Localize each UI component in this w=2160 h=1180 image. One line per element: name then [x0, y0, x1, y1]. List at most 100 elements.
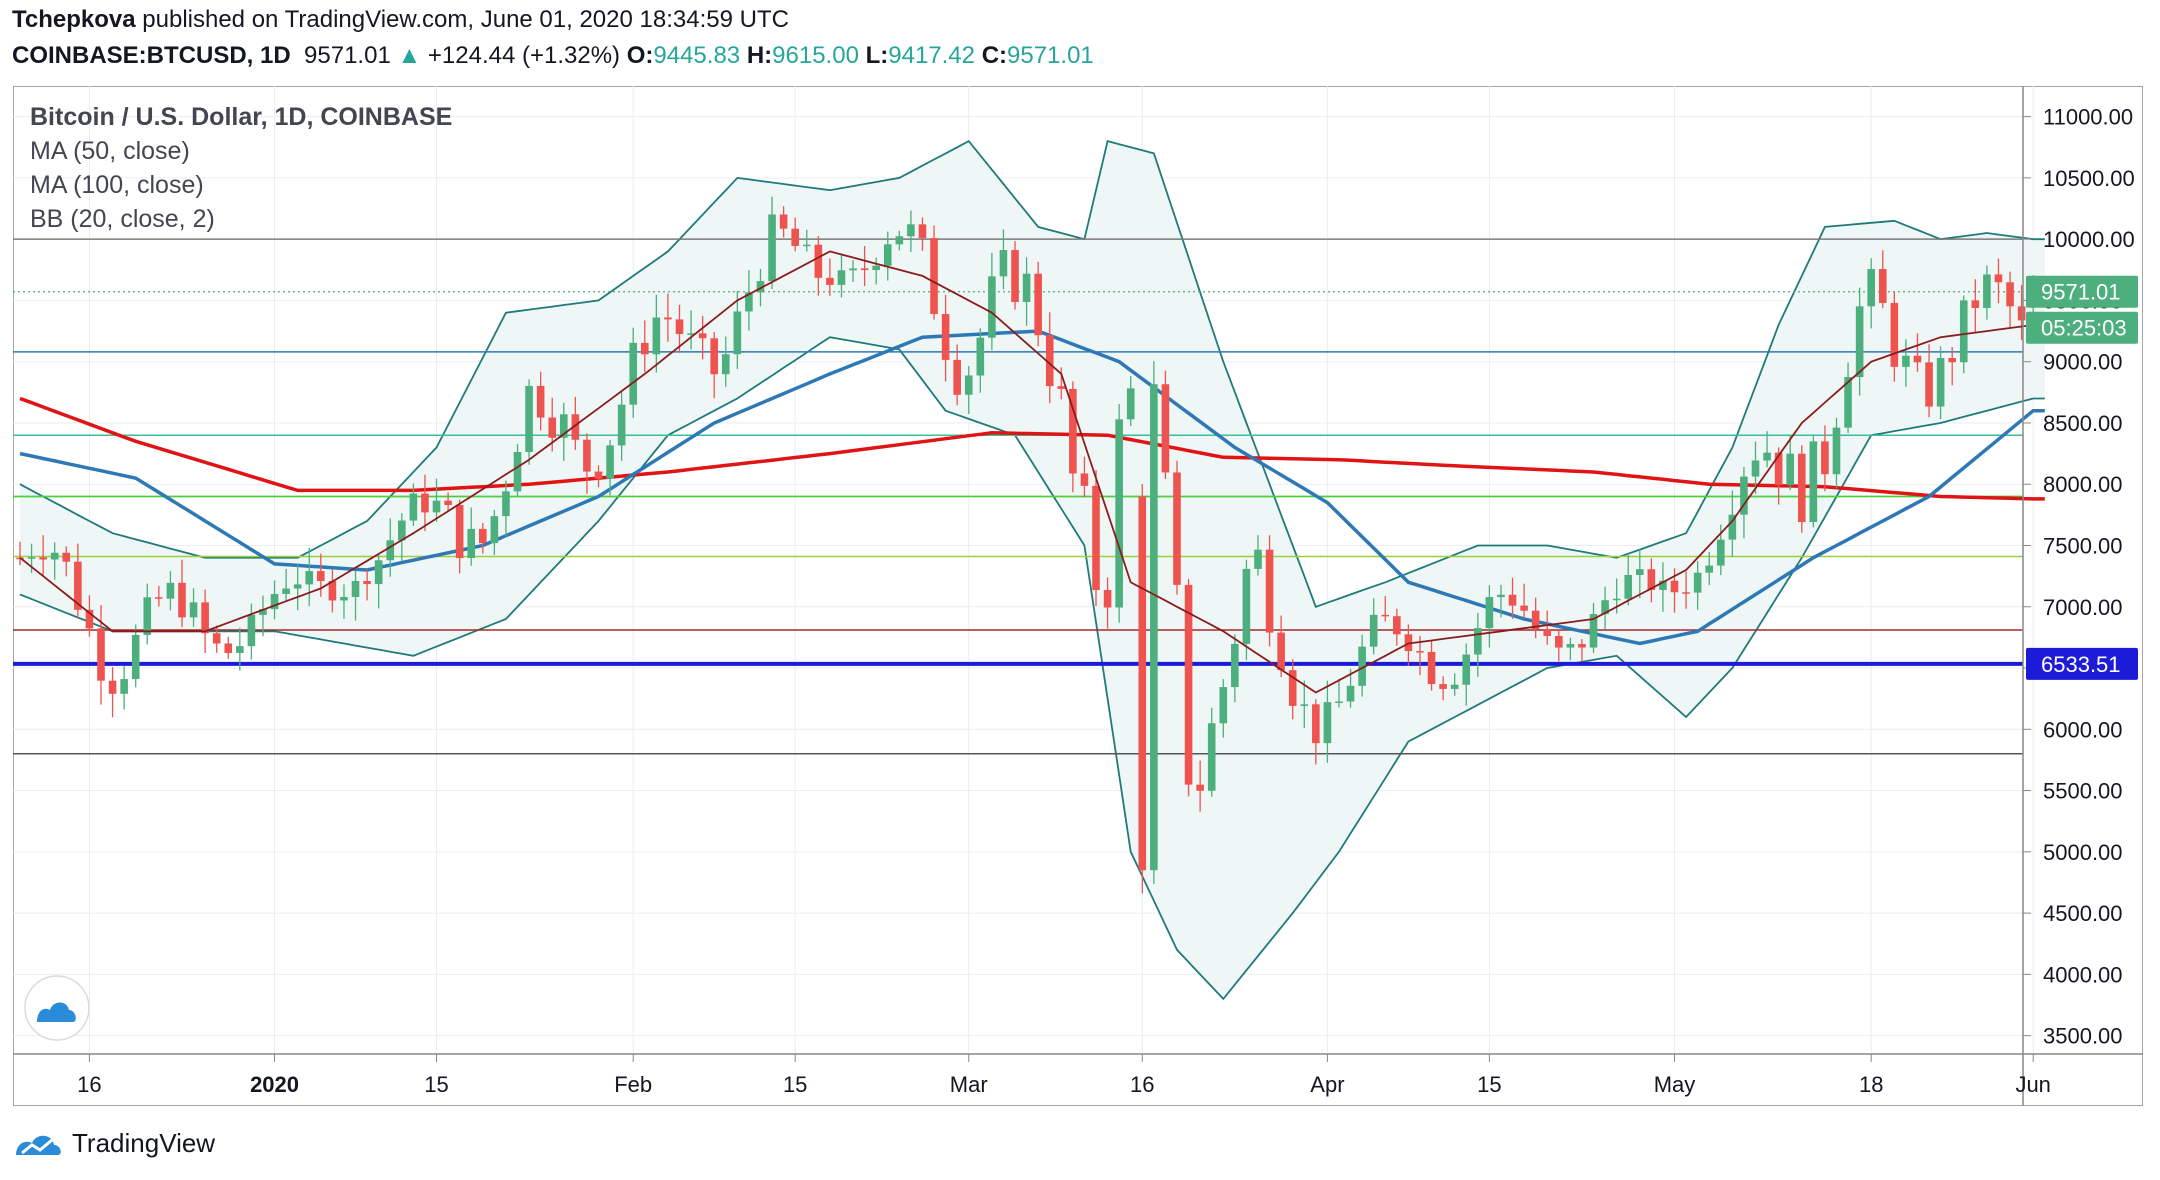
candle-body[interactable] — [1531, 610, 1540, 630]
candle-body[interactable] — [837, 270, 846, 285]
candle-body[interactable] — [559, 414, 568, 438]
candle-body[interactable] — [74, 561, 82, 610]
candle-body[interactable] — [1427, 651, 1436, 685]
candle-body[interactable] — [1636, 569, 1644, 576]
candle-body[interactable] — [1277, 632, 1285, 671]
candle-body[interactable] — [1601, 600, 1609, 615]
candle-body[interactable] — [224, 643, 233, 653]
candle-body[interactable] — [1809, 441, 1818, 523]
candle-body[interactable] — [525, 385, 533, 452]
candle-body[interactable] — [536, 385, 545, 418]
candle-body[interactable] — [108, 680, 117, 694]
candle-body[interactable] — [1878, 269, 1887, 303]
candle-body[interactable] — [293, 584, 302, 589]
candle-body[interactable] — [363, 581, 371, 585]
candle-body[interactable] — [1231, 643, 1239, 688]
candle-body[interactable] — [432, 500, 441, 513]
candle-body[interactable] — [1022, 273, 1031, 303]
candle-body[interactable] — [1786, 453, 1795, 486]
candle-body[interactable] — [814, 244, 823, 278]
candle-body[interactable] — [1254, 549, 1262, 569]
candle-body[interactable] — [1994, 274, 2003, 283]
candle-body[interactable] — [39, 557, 47, 560]
price-chart[interactable]: 11000.0010500.0010000.009500.009000.0085… — [12, 85, 2144, 1107]
candle-body[interactable] — [1439, 684, 1447, 689]
candle-body[interactable] — [571, 414, 580, 440]
candle-body[interactable] — [328, 580, 337, 601]
candle-body[interactable] — [1578, 644, 1586, 648]
candle-body[interactable] — [1497, 594, 1505, 598]
candle-body[interactable] — [883, 244, 892, 266]
candle-body[interactable] — [1555, 635, 1563, 648]
candle-body[interactable] — [768, 214, 776, 282]
candle-body[interactable] — [548, 417, 557, 438]
candle-body[interactable] — [201, 602, 209, 634]
candle-body[interactable] — [189, 602, 198, 618]
candle-body[interactable] — [120, 679, 128, 694]
candle-body[interactable] — [1867, 269, 1875, 307]
candle-body[interactable] — [178, 582, 186, 618]
candle-body[interactable] — [1138, 496, 1147, 871]
candle-body[interactable] — [1983, 274, 1991, 308]
candle-body[interactable] — [1728, 514, 1737, 540]
candle-body[interactable] — [398, 520, 406, 541]
candle-body[interactable] — [27, 557, 36, 559]
candle-body[interactable] — [1381, 614, 1390, 617]
candle-body[interactable] — [1416, 651, 1424, 653]
candle-body[interactable] — [259, 609, 267, 615]
candle-body[interactable] — [1196, 784, 1204, 791]
candle-body[interactable] — [1485, 597, 1494, 629]
candle-body[interactable] — [1890, 302, 1899, 367]
candle-body[interactable] — [1242, 568, 1251, 644]
candle-body[interactable] — [1959, 300, 1968, 363]
candle-body[interactable] — [305, 571, 314, 585]
candle-body[interactable] — [872, 265, 880, 271]
candle-body[interactable] — [779, 214, 788, 229]
candle-body[interactable] — [710, 338, 718, 375]
candle-body[interactable] — [1057, 386, 1066, 389]
candle-body[interactable] — [1288, 670, 1297, 706]
candle-body[interactable] — [513, 451, 522, 492]
candle-body[interactable] — [1682, 592, 1690, 594]
candle-body[interactable] — [386, 540, 395, 561]
candle-body[interactable] — [895, 236, 904, 245]
candle-body[interactable] — [999, 250, 1008, 277]
candle-body[interactable] — [1335, 701, 1343, 704]
legend-bb[interactable]: BB (20, close, 2) — [30, 205, 215, 233]
candle-body[interactable] — [1936, 358, 1945, 407]
candle-body[interactable] — [1705, 565, 1714, 573]
candle-body[interactable] — [1543, 629, 1552, 636]
candle-body[interactable] — [1659, 580, 1667, 590]
candle-body[interactable] — [1913, 355, 1922, 363]
candle-body[interactable] — [791, 228, 799, 246]
candle-body[interactable] — [374, 560, 383, 585]
legend-ma50[interactable]: MA (50, close) — [30, 137, 190, 165]
candle-body[interactable] — [85, 609, 94, 629]
ma50-line[interactable] — [19, 329, 2045, 646]
candle-body[interactable] — [1797, 453, 1806, 523]
candle-body[interactable] — [236, 646, 244, 653]
candle-body[interactable] — [1763, 452, 1771, 461]
candle-body[interactable] — [479, 528, 487, 544]
candle-body[interactable] — [1219, 687, 1228, 724]
candle-body[interactable] — [1184, 584, 1193, 785]
candle-body[interactable] — [1474, 628, 1482, 655]
candle-body[interactable] — [421, 493, 429, 513]
candle-body[interactable] — [212, 633, 221, 644]
candle-body[interactable] — [1832, 427, 1841, 475]
candle-body[interactable] — [594, 471, 603, 479]
candle-body[interactable] — [409, 493, 418, 521]
candle-body[interactable] — [1693, 572, 1702, 593]
candle-body[interactable] — [941, 314, 950, 360]
candle-body[interactable] — [583, 439, 591, 472]
candle-body[interactable] — [1393, 616, 1401, 635]
candle-body[interactable] — [340, 597, 348, 601]
candle-body[interactable] — [1045, 335, 1054, 387]
candle-body[interactable] — [502, 491, 510, 517]
candle-body[interactable] — [1462, 654, 1471, 685]
candle-body[interactable] — [1346, 685, 1355, 702]
candle-body[interactable] — [2006, 282, 2014, 307]
candle-body[interactable] — [629, 342, 638, 405]
candle-body[interactable] — [1925, 362, 1933, 407]
candle-body[interactable] — [455, 504, 464, 558]
